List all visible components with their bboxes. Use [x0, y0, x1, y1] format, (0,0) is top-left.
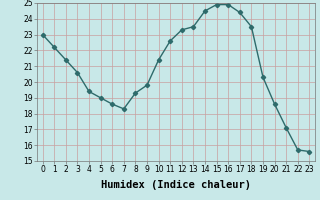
X-axis label: Humidex (Indice chaleur): Humidex (Indice chaleur): [101, 180, 251, 190]
